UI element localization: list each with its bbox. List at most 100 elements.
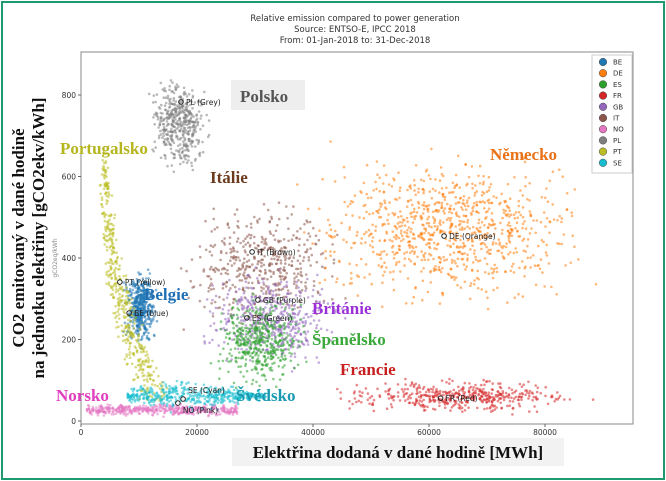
data-point-DE: [413, 184, 417, 187]
data-point-FR: [407, 395, 411, 399]
data-point-DE: [448, 210, 451, 214]
data-point-PT: [115, 256, 119, 260]
data-point-DE: [474, 255, 477, 259]
data-point-IT: [300, 280, 303, 284]
data-point-FR: [424, 390, 428, 394]
data-point-DE: [432, 231, 436, 234]
data-point-DE: [446, 202, 449, 206]
data-point-DE: [362, 216, 366, 220]
data-point-SE: [168, 390, 171, 393]
data-point-PL: [181, 122, 185, 126]
data-point-DE: [517, 204, 521, 208]
data-point-FR: [480, 383, 483, 387]
data-point-NO: [161, 405, 164, 408]
data-point-DE: [407, 226, 411, 229]
data-point-PT: [127, 300, 130, 303]
data-point-SE: [176, 392, 180, 396]
data-point-SE: [130, 393, 134, 397]
data-point-DE: [473, 194, 477, 197]
data-point-PT: [105, 175, 108, 178]
data-point-IT: [211, 268, 215, 271]
data-point-FR: [505, 394, 509, 398]
data-point-ES: [298, 345, 301, 349]
data-point-IT: [317, 238, 321, 242]
data-point-FR: [384, 382, 387, 385]
data-point-DE: [365, 192, 369, 196]
data-point-DE: [335, 280, 338, 284]
data-point-FR: [445, 381, 448, 384]
data-point-ES: [266, 350, 270, 354]
data-point-DE: [396, 251, 399, 254]
data-point-FR: [402, 395, 406, 398]
data-point-DE: [505, 204, 509, 208]
data-point-DE: [512, 213, 516, 216]
data-point-IT: [250, 226, 253, 229]
data-point-DE: [434, 189, 437, 192]
data-point-BE: [131, 288, 135, 292]
data-point-PT: [141, 323, 144, 327]
data-point-IT: [214, 266, 217, 270]
data-point-DE: [391, 244, 395, 248]
data-point-ES: [266, 356, 270, 360]
data-point-PT: [146, 356, 150, 359]
data-point-IT: [236, 237, 240, 240]
data-point-NO: [136, 410, 140, 413]
data-point-DE: [518, 266, 521, 270]
data-point-GB: [221, 282, 225, 286]
data-point-PL: [192, 115, 195, 118]
data-point-DE: [517, 292, 520, 296]
data-point-PT: [123, 338, 127, 342]
data-point-DE: [470, 268, 474, 272]
data-point-SE: [237, 402, 240, 406]
data-point-DE: [403, 252, 406, 255]
data-point-DE: [407, 257, 411, 261]
data-point-NO: [162, 415, 165, 419]
data-point-PT: [148, 374, 152, 378]
data-point-DE: [564, 264, 567, 267]
data-point-DE: [480, 221, 484, 224]
data-point-GB: [238, 300, 242, 304]
data-point-GB: [238, 287, 241, 291]
data-point-GB: [244, 280, 248, 284]
data-point-DE: [333, 180, 337, 183]
data-point-DE: [306, 207, 310, 211]
data-point-SE: [155, 391, 159, 395]
data-point-DE: [506, 301, 509, 304]
data-point-FR: [511, 413, 514, 416]
data-point-PT: [121, 304, 124, 307]
data-point-GB: [248, 359, 252, 362]
data-point-SE: [194, 382, 197, 386]
data-point-FR: [528, 410, 531, 413]
data-point-IT: [253, 215, 256, 219]
data-point-DE: [536, 264, 539, 268]
data-point-SE: [147, 391, 151, 395]
data-point-DE: [411, 302, 414, 305]
data-point-DE: [486, 232, 489, 235]
data-point-ES: [255, 367, 258, 370]
data-point-PT: [113, 216, 116, 220]
data-point-GB: [285, 292, 289, 295]
data-point-BE: [129, 290, 132, 293]
data-point-ES: [270, 319, 274, 323]
data-point-DE: [479, 242, 483, 246]
data-point-DE: [481, 190, 484, 194]
data-point-ES: [257, 347, 261, 351]
data-point-FR: [517, 395, 520, 399]
data-point-NO: [199, 411, 202, 414]
data-point-PL: [172, 116, 176, 120]
data-point-SE: [223, 395, 227, 399]
data-point-DE: [483, 257, 487, 260]
data-point-IT: [315, 260, 319, 264]
data-point-DE: [472, 202, 476, 205]
data-point-DE: [422, 267, 425, 270]
data-point-PT: [136, 363, 140, 367]
data-point-PT: [125, 277, 128, 281]
data-point-PT: [126, 296, 130, 300]
data-point-DE: [409, 230, 413, 234]
data-point-DE: [513, 296, 516, 300]
data-point-FR: [487, 394, 491, 397]
data-point-DE: [414, 286, 417, 289]
data-point-IT: [220, 272, 223, 276]
data-point-DE: [413, 252, 416, 255]
data-point-DE: [375, 187, 378, 191]
